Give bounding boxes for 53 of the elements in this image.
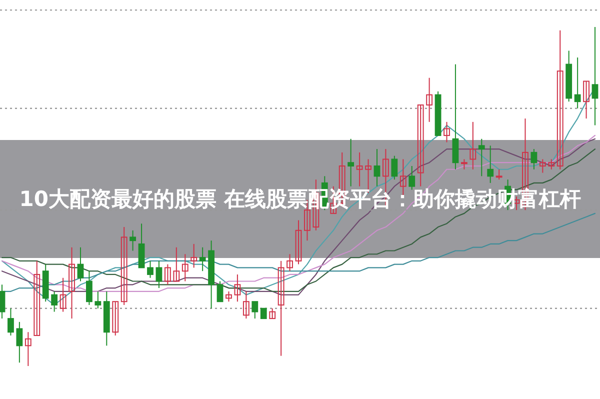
candlestick xyxy=(356,152,363,187)
candlestick xyxy=(260,308,267,320)
candlestick xyxy=(16,321,23,364)
candlestick xyxy=(51,290,58,312)
candlestick xyxy=(94,290,102,309)
candlestick xyxy=(295,220,302,265)
candlestick xyxy=(226,290,232,302)
candlestick xyxy=(173,246,180,282)
candlestick xyxy=(530,148,538,170)
candlestick xyxy=(374,148,380,187)
candlestick xyxy=(86,270,92,306)
candlestick xyxy=(216,280,224,302)
candlestick xyxy=(348,138,354,187)
candlestick xyxy=(199,246,206,272)
candlestick xyxy=(147,260,154,278)
candlestick xyxy=(0,284,6,320)
candlestick xyxy=(286,254,293,272)
candlestick xyxy=(77,246,84,282)
candlestick xyxy=(391,155,398,180)
candlestick xyxy=(417,104,424,187)
candlestick xyxy=(556,30,564,170)
candlestick xyxy=(452,64,459,170)
candlestick xyxy=(444,121,450,143)
candlestick xyxy=(252,301,258,320)
candlestick xyxy=(487,145,494,184)
candlestick xyxy=(460,158,468,170)
candlestick xyxy=(470,121,476,170)
candlestick xyxy=(182,254,188,282)
candlestick xyxy=(156,260,162,289)
candlestick xyxy=(190,243,198,268)
candlestick xyxy=(24,332,32,366)
candlestick xyxy=(242,290,250,320)
candlestick xyxy=(120,226,128,306)
candlestick xyxy=(426,77,433,122)
candlestick xyxy=(34,260,40,336)
candlestick xyxy=(278,260,284,356)
candlestick xyxy=(60,277,66,312)
candlestick xyxy=(112,301,119,336)
candlestick xyxy=(548,158,555,170)
candlestick xyxy=(269,308,276,320)
candlestick xyxy=(478,138,485,177)
candlestick xyxy=(164,264,171,286)
candlestick xyxy=(574,57,581,109)
candlestick xyxy=(583,80,590,120)
candlestick xyxy=(496,168,502,180)
candlestick xyxy=(592,26,598,126)
candlestick xyxy=(138,223,145,268)
candlestick xyxy=(8,308,14,336)
candlestick xyxy=(234,274,241,302)
candlestick xyxy=(539,158,546,174)
candlestick xyxy=(400,158,406,197)
candlestick xyxy=(130,230,136,252)
candlestick xyxy=(68,246,75,320)
